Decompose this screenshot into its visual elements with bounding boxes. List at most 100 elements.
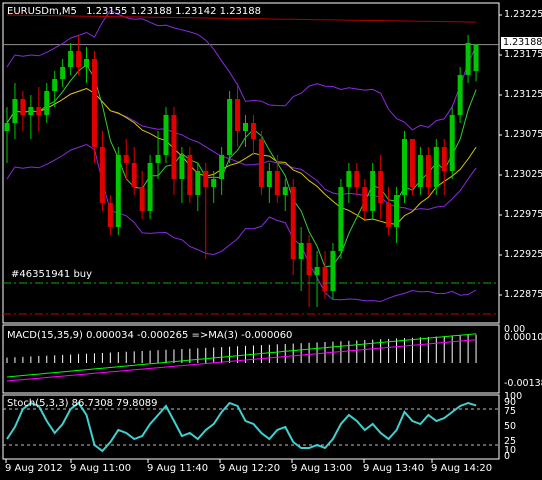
- price-tick: 1.23025: [504, 169, 542, 180]
- macd-pane-border: [2, 324, 500, 394]
- candle-body: [402, 139, 407, 195]
- macd-main-line: [6, 333, 477, 378]
- bollinger-upper: [6, 9, 477, 131]
- candle-body: [227, 99, 233, 155]
- candle-body: [36, 107, 42, 115]
- candle-body: [84, 59, 89, 67]
- candle-body: [282, 187, 288, 195]
- candle-body: [243, 123, 248, 131]
- candle-body: [44, 91, 50, 115]
- candle-body: [52, 79, 58, 91]
- stoch-tick: 100: [504, 391, 523, 402]
- candle-body: [91, 59, 97, 147]
- candle-body: [211, 179, 217, 187]
- time-tick: 9 Aug 11:40: [147, 463, 209, 474]
- candle-body: [4, 123, 10, 131]
- candle-body: [76, 51, 82, 67]
- candle-body: [195, 171, 201, 195]
- macd-label: MACD(15,35,9) 0.000034 -0.000265 =>MA(3)…: [7, 330, 293, 341]
- candle-body: [28, 107, 34, 115]
- candle-body: [473, 44, 479, 71]
- stoch-tick: 50: [504, 421, 517, 432]
- stoch-label: Stoch(5,3,3) 86.7308 79.8089: [7, 398, 158, 409]
- main-pane-border: [2, 2, 500, 324]
- candle-body: [179, 155, 185, 179]
- candle-body: [322, 267, 328, 291]
- candle-body: [235, 99, 241, 131]
- candle-body: [465, 43, 471, 75]
- candle-body: [346, 171, 352, 187]
- price-tick: 1.22875: [504, 289, 542, 300]
- candle-body: [433, 147, 439, 187]
- symbol-label: EURUSDm,M5 1.23155 1.23188 1.23142 1.231…: [7, 6, 261, 18]
- candle-body: [449, 115, 455, 171]
- candle-body: [409, 139, 415, 187]
- order-label[interactable]: #46351941 buy: [11, 269, 93, 280]
- candle-body: [131, 163, 137, 187]
- price-tick: 1.23225: [504, 9, 542, 20]
- candle-body: [417, 155, 423, 187]
- candle-body: [362, 187, 368, 211]
- price-tick: 1.23075: [504, 129, 542, 140]
- bollinger-lower: [6, 143, 477, 303]
- candle-body: [155, 155, 161, 163]
- price-tick: 1.23175: [504, 49, 542, 60]
- candle-body: [99, 147, 105, 203]
- candle-body: [107, 203, 113, 227]
- macd-scale-top: 0.00: [504, 324, 526, 335]
- candle-body: [20, 99, 26, 115]
- macd-scale-mid: 0.000102: [504, 332, 542, 343]
- time-tick: 9 Aug 11:00: [70, 463, 132, 474]
- macd-signal-line: [6, 339, 477, 382]
- candle-body: [394, 195, 400, 227]
- candle-body: [219, 155, 225, 179]
- candle-body: [370, 171, 376, 211]
- stoch-pane-border: [2, 394, 500, 460]
- stoch-tick: 90: [504, 397, 517, 408]
- time-tick: 9 Aug 12:20: [219, 463, 281, 474]
- candle-body: [354, 171, 360, 187]
- candle-body: [338, 187, 344, 251]
- candle-body: [425, 155, 431, 187]
- candle-body: [147, 163, 153, 211]
- candle-body: [250, 123, 256, 139]
- candle-body: [386, 203, 392, 227]
- candle-body: [123, 155, 129, 163]
- macd-scale-bottom: -0.00138: [504, 378, 542, 389]
- candle-body: [314, 267, 320, 275]
- candle-body: [306, 243, 312, 275]
- candle-body: [298, 243, 304, 259]
- time-tick: 9 Aug 13:40: [363, 463, 425, 474]
- price-tick: 1.22925: [504, 249, 542, 260]
- candle-body: [457, 75, 463, 115]
- stoch-tick: 25: [504, 436, 517, 447]
- candle-body: [68, 51, 74, 67]
- candle-body: [266, 171, 272, 187]
- candle-body: [171, 115, 177, 179]
- candle-body: [187, 155, 193, 195]
- time-tick: 9 Aug 2012: [5, 463, 63, 474]
- candle-body: [163, 115, 169, 155]
- candle-body: [12, 99, 18, 123]
- moving-average-red: [6, 14, 477, 23]
- candle-body: [290, 187, 296, 259]
- candle-body: [203, 171, 209, 187]
- stoch-tick: 0: [504, 451, 511, 462]
- ohlc-values: 1.23155 1.23188 1.23142 1.23188: [86, 6, 262, 17]
- symbol-name: EURUSDm,M5: [7, 6, 77, 17]
- stoch-main-line: [6, 401, 477, 453]
- time-tick: 9 Aug 14:20: [431, 463, 493, 474]
- candle-body: [441, 147, 447, 171]
- stoch-tick: 10: [504, 445, 517, 456]
- current-price-marker: 1.23188: [501, 37, 542, 49]
- candle-body: [330, 251, 336, 291]
- price-tick: 1.23125: [504, 89, 542, 100]
- candle-body: [139, 187, 145, 211]
- candle-body: [258, 139, 264, 187]
- candle-body: [115, 155, 121, 227]
- price-tick: 1.22975: [504, 209, 542, 220]
- candle-body: [378, 171, 384, 203]
- candle-body: [60, 67, 66, 79]
